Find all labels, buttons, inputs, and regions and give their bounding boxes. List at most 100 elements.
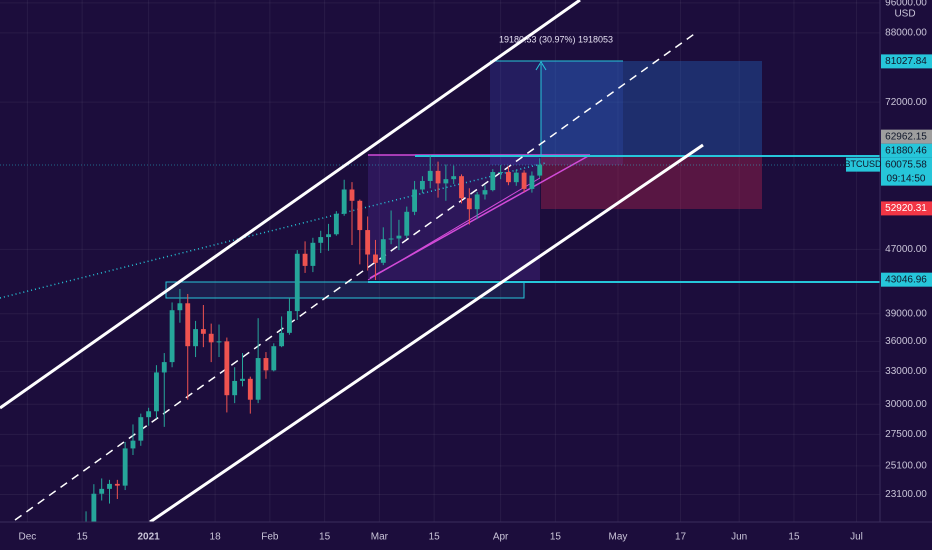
candle-body [318,237,324,243]
x-tick-label: 15 [77,532,89,543]
price-label: 60075.58 [885,159,927,170]
y-tick-label: 33000.00 [885,366,927,377]
candle-body [130,440,136,449]
candle-body [154,372,159,412]
candle-body [380,239,386,263]
x-tick-label: 15 [319,532,331,543]
candle-body [271,346,277,371]
candle-body [498,172,504,174]
candle-body [240,378,245,381]
candle-body [114,483,120,486]
candle-body [146,411,152,418]
candle-body [247,378,253,400]
candle-body [185,303,191,347]
x-tick-label: May [609,532,628,543]
candle-body [506,172,511,183]
candle-body [513,172,519,183]
dotted-trend [0,162,546,299]
x-tick-label: 15 [429,532,441,543]
candle-body [373,254,378,263]
candle-body [208,333,214,343]
x-tick-label: Jul [850,532,863,543]
candle-body [294,253,300,312]
price-label-bg [881,129,932,144]
candle-body [193,329,198,347]
x-tick-label: Dec [18,532,36,543]
price-label: 52920.31 [885,203,927,214]
time-axis [0,522,932,550]
triangle-base [367,177,541,281]
price-label: 43046.96 [885,274,927,285]
symbol-label: BTCUSD [844,159,882,169]
axes: 96000.00 88000.00 72000.00 47000.00 39000.00… [18,0,932,543]
candle-body [255,358,261,400]
x-tick-label: Mar [371,532,389,543]
y-tick-label: 47000.00 [885,244,927,255]
candle-body [396,235,402,239]
price-label-bg [881,272,932,287]
candle-body [521,172,527,189]
x-tick-label: Apr [493,532,509,543]
price-label-bg [881,201,932,216]
grid [0,0,880,522]
x-tick-label: 15 [788,532,800,543]
currency: USD [894,9,915,20]
candle-body [99,488,105,494]
y-tick-label: 30000.00 [885,399,927,410]
support-box [165,281,525,299]
candle-body [279,332,285,347]
candle-body [169,310,175,363]
price-label-bg [881,157,932,186]
candle-body [302,253,308,266]
arrow-head [535,61,547,71]
candle-body [474,194,480,210]
y-tick-label: 88000.00 [885,28,927,39]
y-tick-label: 23100.00 [885,489,927,500]
y-tick-label: 25100.00 [885,460,927,471]
y-tick-label: 96000.00 [885,0,927,9]
candle-body [537,164,543,176]
y-tick-label: 27500.00 [885,429,927,440]
candle-body [232,380,238,396]
y-tick-label: 39000.00 [885,308,927,319]
candle-body [177,303,183,311]
candle-body [482,190,488,195]
candle-body [122,448,128,486]
candle-body [529,175,535,189]
candle-body [333,213,339,235]
candle-body [263,358,269,371]
target-zone [541,61,762,156]
y-tick-label: 72000.00 [885,97,927,108]
price-label: 62962.15 [885,131,927,142]
candle-body [91,493,97,523]
candle-body [459,176,464,199]
candle-body [412,189,418,212]
price-label-bg [881,143,932,158]
candle-body [404,211,410,236]
x-tick-label: 2021 [137,532,160,543]
candle-body [161,362,167,373]
candle-body [357,200,363,231]
candle-body [286,311,292,333]
price-label: 61880.46 [885,145,927,156]
candle-body [365,230,371,255]
candle-body [310,242,316,266]
candle-body [443,179,449,184]
candle-body [341,189,347,214]
y-tick-label: 36000.00 [885,336,927,347]
candles [77,155,543,550]
x-tick-label: Feb [261,532,279,543]
candle-body [326,234,331,238]
price-label-bg [881,54,932,69]
candle-body [224,341,230,396]
candle-body [138,417,144,441]
countdown: 09:14:50 [887,173,926,184]
measure-annotation: 19180.53 (30.97%) 1918053 [499,34,613,44]
symbol-bg [846,157,880,172]
measure-area [490,61,623,165]
candle-body [349,189,355,201]
candle-body [107,483,112,489]
x-tick-label: 17 [675,532,687,543]
